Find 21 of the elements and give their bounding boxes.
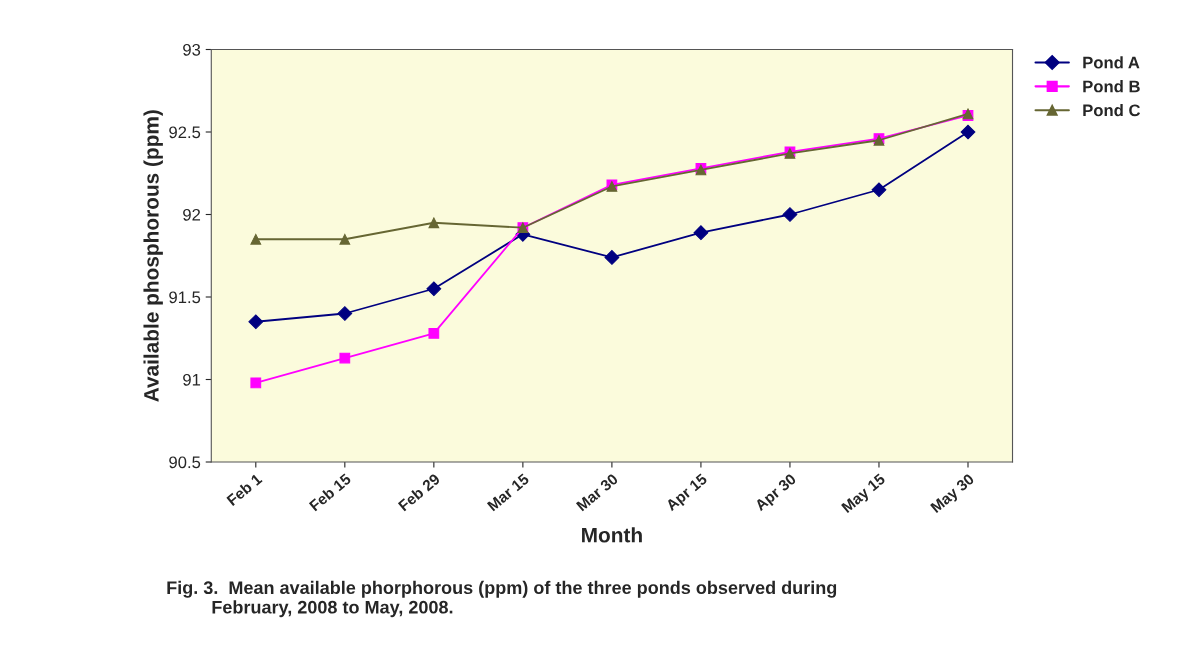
x-tick-label: Feb 15 — [308, 472, 352, 512]
x-tick-label: Mar 15 — [486, 473, 530, 512]
x-tick-label: Mar 30 — [575, 473, 619, 512]
y-tick-label: 90.5 — [169, 456, 201, 469]
x-tick-label: Feb 29 — [397, 472, 441, 512]
caption: Fig. 3. Mean available phorphorous (ppm) of the three ponds observed during February, 2008 to May, 2008. — [167, 580, 837, 618]
x-axis-title: Month — [582, 527, 642, 543]
x-tick-label: May 30 — [930, 473, 977, 516]
x-tick-label: Feb 1 — [226, 472, 263, 506]
x-tick-label: May 15 — [841, 473, 888, 516]
y-tick-label: 92.5 — [169, 126, 201, 139]
y-axis-title: Available phosphorous (ppm) — [143, 110, 163, 402]
x-tick-label: Apr 15 — [665, 473, 710, 514]
legend-label: Pond B — [1083, 80, 1140, 93]
y-tick-label: 91.5 — [169, 291, 201, 304]
legend-label: Pond C — [1083, 103, 1141, 117]
x-tick-label: Apr 30 — [754, 473, 799, 514]
y-tick-label: 93 — [183, 43, 201, 56]
y-tick-label: 91 — [183, 373, 201, 386]
y-tick-label: 92 — [183, 208, 201, 221]
legend-label: Pond A — [1083, 56, 1140, 69]
